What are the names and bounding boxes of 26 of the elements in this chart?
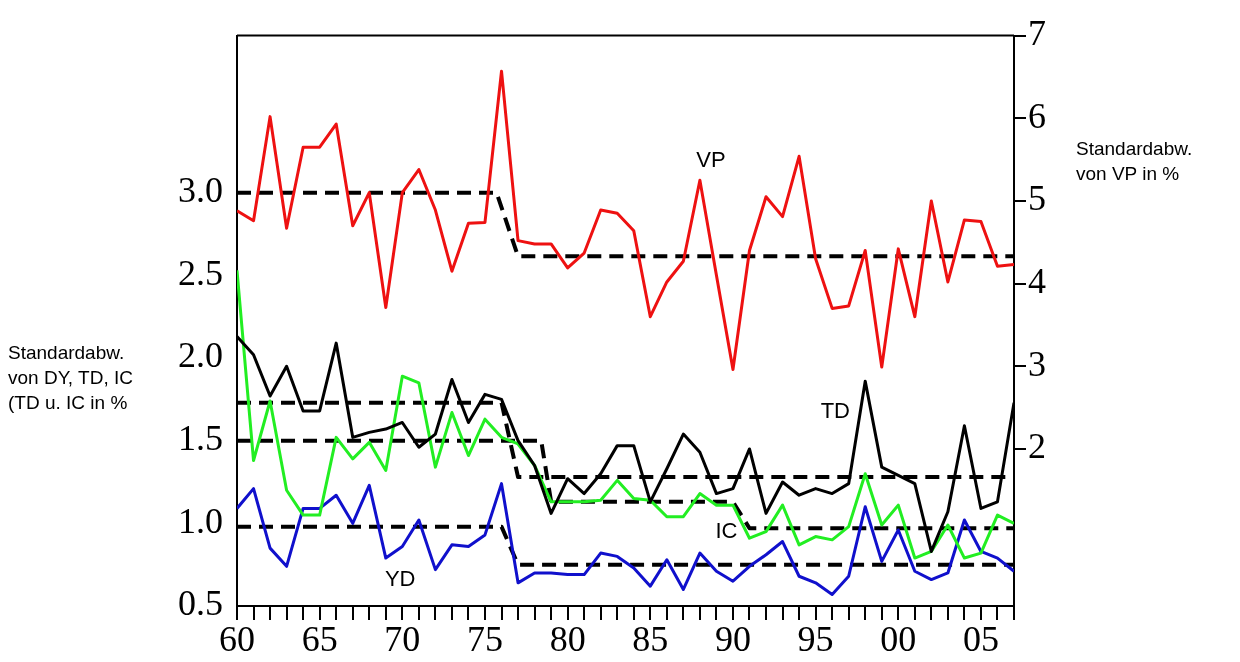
y2-axis-title: Standardabw. von VP in % [1076, 137, 1194, 186]
x-tick-label: 85 [632, 619, 669, 660]
y2-tick-label: 4 [1028, 261, 1046, 302]
y-tick-label: 2.0 [178, 335, 223, 376]
y-tick-label: 2.5 [178, 252, 223, 293]
x-tick-label: 90 [714, 619, 751, 660]
x-tick-label: 05 [962, 619, 999, 660]
series-label: YD [384, 566, 416, 592]
x-tick-label: 80 [549, 619, 586, 660]
y-tick-label: 1.5 [178, 418, 223, 459]
y2-tick-label: 5 [1028, 178, 1046, 219]
x-tick-label: 65 [301, 619, 338, 660]
y2-tick-label: 2 [1028, 426, 1046, 467]
y2-tick-label: 6 [1028, 95, 1046, 136]
y-tick-label: 1.0 [178, 500, 223, 541]
series-label: TD [820, 398, 850, 424]
series-label: VP [696, 147, 726, 173]
y-tick-label: 3.0 [178, 170, 223, 211]
x-tick-label: 00 [880, 619, 917, 660]
x-tick-label: 95 [797, 619, 834, 660]
x-tick-label: 75 [466, 619, 503, 660]
series-label: IC [715, 517, 738, 543]
x-tick-label: 70 [384, 619, 421, 660]
y2-tick-label: 7 [1028, 13, 1046, 54]
y-axis-title: Standardabw. von DY, TD, IC (TD u. IC in % [8, 341, 134, 415]
y2-tick-label: 3 [1028, 343, 1046, 384]
